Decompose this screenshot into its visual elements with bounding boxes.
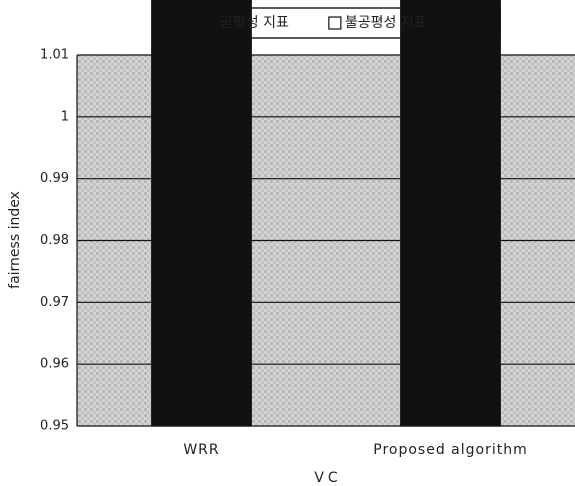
x-tick-label: Proposed algorithm xyxy=(373,442,527,458)
bar-segment xyxy=(400,0,501,427)
y-tick-label: 1.01 xyxy=(40,48,69,63)
y-tick-label: 0.99 xyxy=(40,171,69,186)
y-axis-label: fairness index xyxy=(7,191,23,289)
legend-swatch xyxy=(203,16,217,30)
legend-label: 불공평성 지표 xyxy=(345,15,427,31)
y-tick-label: 0.95 xyxy=(40,419,69,434)
x-tick-label: WRR xyxy=(183,442,219,458)
legend-label: 공평성 지표 xyxy=(220,15,289,31)
y-tick-label: 0.98 xyxy=(40,233,69,248)
bar-segment xyxy=(151,0,252,427)
y-tick-label: 0.97 xyxy=(40,295,69,310)
y-tick-label: 0.96 xyxy=(40,357,69,372)
x-axis-label: VC xyxy=(314,470,341,486)
y-tick-label: 1 xyxy=(61,109,69,124)
legend-swatch xyxy=(328,16,342,30)
